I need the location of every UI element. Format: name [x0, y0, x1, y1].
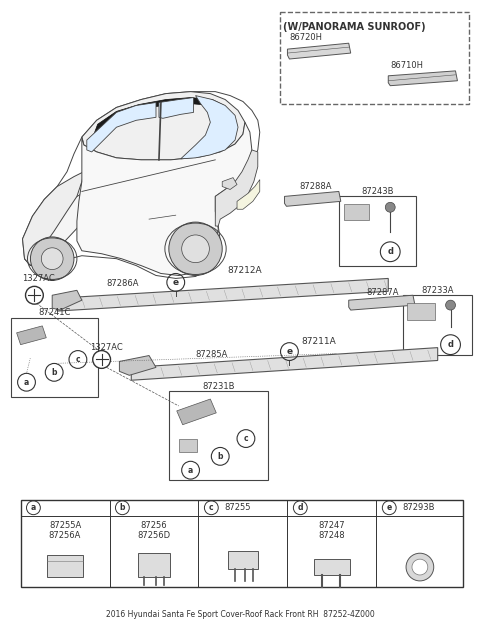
Text: 87233A: 87233A [421, 286, 454, 295]
Text: 1327AC: 1327AC [23, 274, 55, 283]
Polygon shape [52, 290, 82, 310]
Text: d: d [298, 503, 303, 513]
Text: a: a [24, 378, 29, 387]
Text: 87256D: 87256D [137, 531, 170, 540]
Text: 87231B: 87231B [202, 382, 235, 391]
Text: 86710H: 86710H [390, 61, 423, 70]
Text: e: e [173, 278, 179, 287]
Bar [179, 439, 196, 453]
Polygon shape [288, 43, 351, 59]
Text: d: d [387, 247, 393, 256]
Text: b: b [120, 503, 125, 513]
Circle shape [406, 553, 434, 581]
Bar [169, 391, 268, 480]
Circle shape [41, 248, 63, 269]
Text: b: b [217, 452, 223, 461]
Polygon shape [222, 178, 237, 190]
Text: c: c [75, 355, 80, 364]
Text: 87241C: 87241C [38, 308, 71, 317]
Text: 87211A: 87211A [302, 337, 336, 346]
Text: 87247: 87247 [319, 521, 345, 530]
Polygon shape [131, 348, 438, 380]
Bar [339, 197, 416, 265]
Polygon shape [57, 279, 388, 311]
Text: e: e [386, 503, 392, 513]
Circle shape [182, 235, 209, 263]
Circle shape [445, 300, 456, 310]
Polygon shape [388, 71, 457, 86]
Text: 87256A: 87256A [49, 531, 81, 540]
Polygon shape [87, 102, 156, 152]
Circle shape [412, 559, 428, 575]
Text: 1327AC: 1327AC [90, 343, 122, 352]
Text: e: e [287, 347, 292, 356]
Text: c: c [244, 434, 248, 443]
Bar [138, 553, 170, 577]
Text: 87255A: 87255A [49, 521, 81, 530]
Polygon shape [24, 181, 117, 265]
Bar [11, 318, 97, 397]
Circle shape [93, 351, 110, 368]
Bar [314, 559, 350, 575]
Polygon shape [82, 92, 245, 160]
Polygon shape [120, 356, 156, 375]
Circle shape [30, 237, 74, 281]
Text: 87287A: 87287A [367, 288, 399, 297]
Bar [21, 500, 463, 587]
Bar [407, 303, 435, 320]
Polygon shape [216, 150, 258, 226]
Text: 87256: 87256 [141, 521, 168, 530]
Polygon shape [77, 122, 252, 276]
Polygon shape [17, 326, 46, 344]
Text: c: c [209, 503, 214, 513]
Polygon shape [23, 172, 84, 265]
Text: 87285A: 87285A [195, 350, 228, 359]
FancyBboxPatch shape [279, 11, 469, 104]
Polygon shape [237, 179, 260, 209]
Polygon shape [349, 295, 415, 310]
Polygon shape [285, 191, 341, 206]
Text: b: b [51, 368, 57, 377]
Text: 87248: 87248 [319, 531, 345, 540]
Text: 87243B: 87243B [361, 187, 394, 196]
Circle shape [169, 222, 222, 276]
Text: 86720H: 86720H [289, 33, 323, 42]
Bar [403, 295, 472, 355]
Bar [344, 204, 370, 220]
Polygon shape [159, 97, 193, 118]
Polygon shape [92, 97, 224, 146]
Text: 87212A: 87212A [228, 266, 262, 275]
Text: 87288A: 87288A [300, 182, 332, 191]
Polygon shape [23, 92, 260, 279]
Text: (W/PANORAMA SUNROOF): (W/PANORAMA SUNROOF) [284, 23, 426, 32]
Text: 87255: 87255 [224, 503, 251, 513]
Text: 2016 Hyundai Santa Fe Sport Cover-Roof Rack Front RH  87252-4Z000: 2016 Hyundai Santa Fe Sport Cover-Roof R… [106, 610, 374, 619]
Bar [228, 551, 258, 569]
Bar [47, 555, 83, 577]
Polygon shape [177, 399, 216, 425]
Text: a: a [31, 503, 36, 513]
Polygon shape [180, 95, 238, 159]
Circle shape [385, 202, 395, 212]
Text: 87286A: 87286A [107, 279, 139, 288]
Circle shape [25, 286, 43, 304]
Text: d: d [447, 340, 454, 349]
Text: 87293B: 87293B [402, 503, 434, 513]
Text: a: a [188, 466, 193, 475]
